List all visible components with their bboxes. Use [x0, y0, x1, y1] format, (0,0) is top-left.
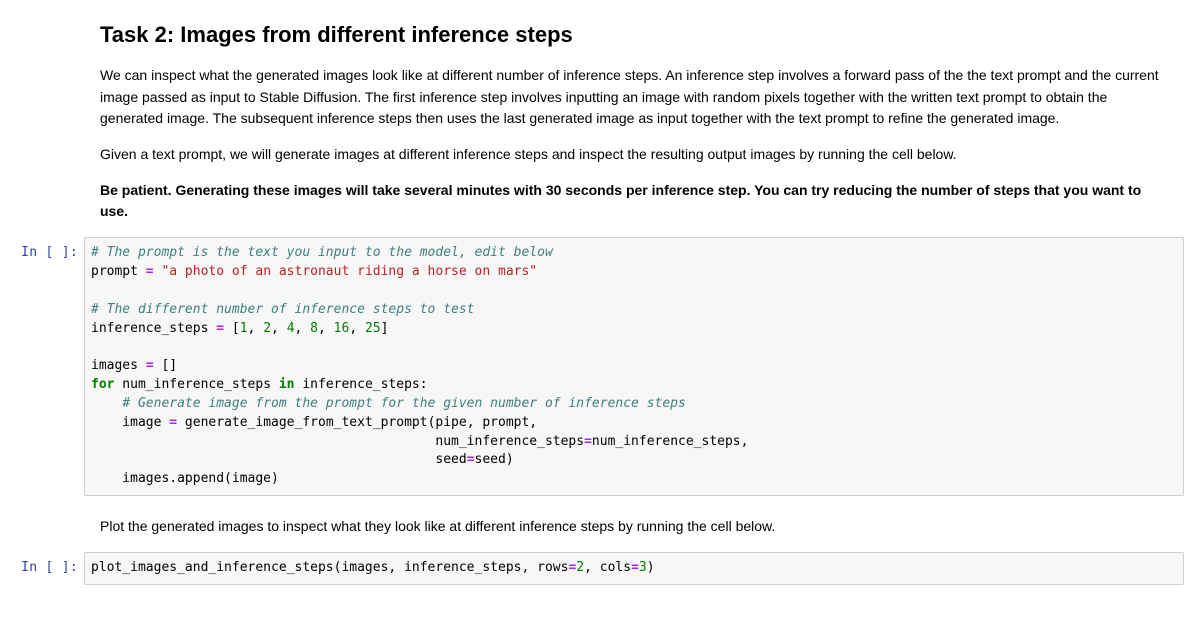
code-text: []	[154, 358, 177, 373]
code-text: num_inference_steps,	[592, 434, 749, 449]
code-text: [	[224, 321, 240, 336]
code-text: plot_images_and_inference_steps(images, …	[91, 560, 568, 575]
code-text: , cols	[584, 560, 631, 575]
paragraph: Be patient. Generating these images will…	[100, 180, 1170, 223]
code-number: 4	[287, 321, 295, 336]
code-text: images	[91, 358, 146, 373]
code-number: 2	[576, 560, 584, 575]
code-text: prompt	[91, 264, 146, 279]
code-operator: =	[631, 560, 639, 575]
code-operator: =	[467, 452, 475, 467]
code-operator: =	[216, 321, 224, 336]
code-text: )	[647, 560, 655, 575]
code-text: inference_steps	[91, 321, 216, 336]
jupyter-notebook: Task 2: Images from different inference …	[0, 0, 1200, 585]
paragraph: We can inspect what the generated images…	[100, 65, 1170, 130]
code-text: ]	[381, 321, 389, 336]
code-string: "a photo of an astronaut riding a horse …	[154, 264, 538, 279]
code-number: 3	[639, 560, 647, 575]
code-number: 25	[365, 321, 381, 336]
code-keyword: for	[91, 377, 114, 392]
code-text: seed)	[475, 452, 514, 467]
code-text: images.append(image)	[91, 471, 279, 486]
code-number: 16	[334, 321, 350, 336]
markdown-cell: Task 2: Images from different inference …	[0, 0, 1200, 223]
code-operator: =	[146, 264, 154, 279]
code-operator: =	[584, 434, 592, 449]
code-text: num_inference_steps	[91, 434, 584, 449]
code-text: image	[91, 415, 169, 430]
code-number: 8	[310, 321, 318, 336]
paragraph: Given a text prompt, we will generate im…	[100, 144, 1170, 166]
code-comment: # The different number of inference step…	[91, 302, 475, 317]
code-cell[interactable]: In [ ]: plot_images_and_inference_steps(…	[0, 552, 1200, 585]
code-number: 1	[240, 321, 248, 336]
code-text: seed	[91, 452, 467, 467]
code-input-area[interactable]: # The prompt is the text you input to th…	[84, 237, 1184, 496]
code-operator: =	[146, 358, 154, 373]
input-prompt: In [ ]:	[0, 237, 84, 496]
code-text: inference_steps:	[295, 377, 428, 392]
input-prompt: In [ ]:	[0, 552, 84, 585]
code-input-area[interactable]: plot_images_and_inference_steps(images, …	[84, 552, 1184, 585]
markdown-cell: Plot the generated images to inspect wha…	[0, 502, 1200, 538]
code-text: generate_image_from_text_prompt(pipe, pr…	[177, 415, 537, 430]
code-number: 2	[263, 321, 271, 336]
code-text: num_inference_steps	[114, 377, 278, 392]
paragraph: Plot the generated images to inspect wha…	[100, 516, 1170, 538]
task-heading: Task 2: Images from different inference …	[100, 18, 1170, 51]
code-comment: # Generate image from the prompt for the…	[122, 396, 686, 411]
code-keyword: in	[279, 377, 295, 392]
code-comment: # The prompt is the text you input to th…	[91, 245, 553, 260]
bold-note: Be patient. Generating these images will…	[100, 182, 1141, 220]
code-cell[interactable]: In [ ]: # The prompt is the text you inp…	[0, 237, 1200, 496]
code-operator: =	[169, 415, 177, 430]
